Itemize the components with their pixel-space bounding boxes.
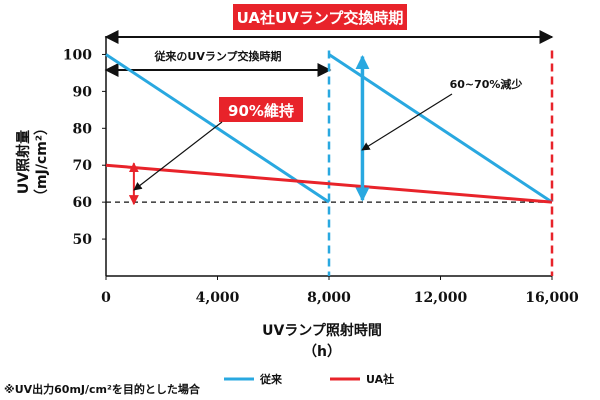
svg-text:UV照射量: UV照射量 bbox=[15, 130, 32, 194]
reduction-label: 60~70%減少 bbox=[450, 77, 523, 91]
x-tick-label: 12,000 bbox=[414, 290, 468, 306]
x-tick-label: 4,000 bbox=[196, 290, 240, 306]
x-tick-label: 16,000 bbox=[525, 290, 579, 306]
x-tick-label: 0 bbox=[101, 290, 111, 306]
maintain-label: 90%維持 bbox=[228, 102, 294, 120]
footnote: ※UV出力60mJ/cm²を目的とした場合 bbox=[4, 382, 201, 396]
y-tick-label: 90 bbox=[73, 84, 93, 100]
x-axis-title: UVランプ照射時間 bbox=[262, 322, 382, 339]
y-tick-label: 100 bbox=[63, 47, 92, 63]
maintain-pointer bbox=[133, 121, 223, 191]
legend-label-conventional: 従来 bbox=[259, 372, 283, 386]
series-conventional-line-0 bbox=[105, 53, 330, 204]
series-ua-line-0 bbox=[105, 163, 553, 204]
plot-area: 50 60 70 80 90 100 0 4,000 8,000 12,000 16,000 bbox=[63, 36, 579, 306]
y-tick-label: 70 bbox=[73, 158, 93, 174]
y-tick-label: 50 bbox=[73, 232, 93, 248]
x-tick-label: 8,000 bbox=[307, 290, 351, 306]
y-tick-label: 60 bbox=[73, 195, 93, 211]
top-banner-box bbox=[233, 4, 407, 30]
maintain-label-box bbox=[219, 97, 303, 122]
top-banner-label: UA社UVランプ交換時期 bbox=[237, 9, 404, 27]
legend-label-ua: UA社 bbox=[366, 372, 394, 386]
x-axis-unit: （h） bbox=[303, 344, 341, 360]
reduction-pointer bbox=[361, 93, 453, 151]
conventional-period-label: 従来のUVランプ交換時期 bbox=[153, 49, 281, 63]
legend: 従来 UA社 bbox=[224, 372, 394, 386]
svg-text:（mJ/cm²）: （mJ/cm²） bbox=[34, 121, 50, 203]
y-tick-label: 80 bbox=[73, 121, 93, 137]
y-axis-title: UV照射量 （mJ/cm²） bbox=[15, 121, 50, 203]
